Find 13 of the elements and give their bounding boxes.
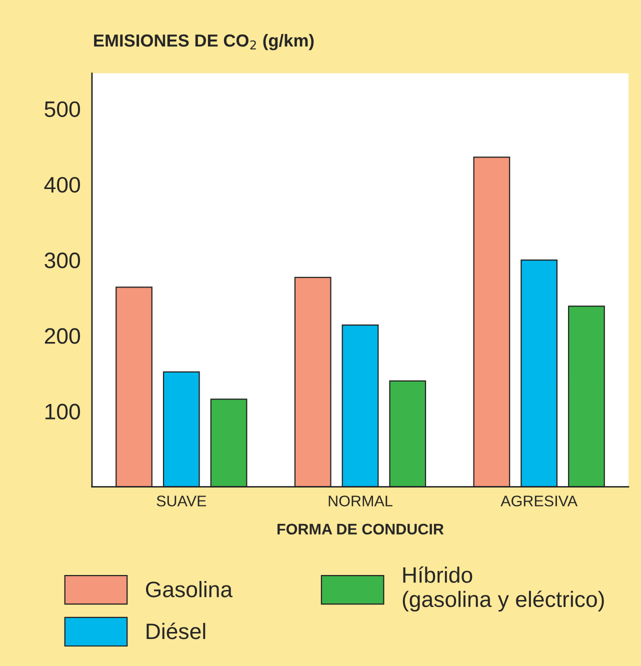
legend-label: Gasolina (146, 581, 233, 598)
y-tick-label: 100 (45, 404, 80, 420)
legend-label: Híbrido (gasolina y eléctrico) (402, 566, 604, 612)
y-tick-label: 400 (44, 176, 80, 193)
x-tick-label: SUAVE (156, 496, 206, 506)
x-tick-label: AGRESIVA (500, 496, 578, 506)
chart-title: EMISIONES DE CO$_{2}$ (g/km) (94, 34, 314, 50)
y-tick-label: 200 (44, 328, 80, 344)
y-tick-label: 500 (44, 101, 80, 118)
legend-label: Diésel (146, 622, 206, 640)
x-axis-title: FORMA DE CONDUCIR (278, 524, 444, 535)
x-tick-label: NORMAL (328, 496, 392, 506)
y-tick-label: 300 (44, 252, 80, 268)
